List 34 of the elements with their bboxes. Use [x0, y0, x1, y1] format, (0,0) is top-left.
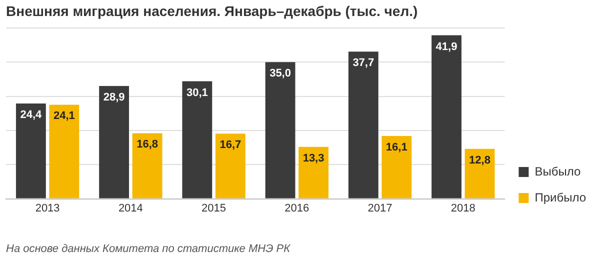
- legend-label: Прибыло: [534, 190, 586, 204]
- x-tick-label: 2016: [284, 202, 310, 214]
- bar: [265, 62, 296, 198]
- data-label: 16,7: [220, 139, 242, 152]
- bar: [215, 134, 246, 198]
- x-tick-label: 2017: [368, 202, 392, 214]
- data-label: 41,9: [436, 40, 458, 53]
- data-label: 12,8: [469, 154, 490, 166]
- data-label: 30,1: [186, 86, 208, 99]
- data-label: 37,7: [352, 57, 374, 70]
- bar: [348, 52, 378, 198]
- bar: [16, 104, 46, 198]
- data-label: 28,9: [103, 92, 125, 104]
- data-label: 24,4: [20, 109, 43, 122]
- data-label: 16,1: [386, 141, 408, 154]
- bar: [132, 133, 162, 198]
- data-label: 16,8: [136, 138, 158, 151]
- data-label: 13,3: [302, 152, 324, 164]
- x-tick-label: 2014: [118, 202, 143, 214]
- data-label: 35,0: [270, 68, 291, 80]
- bar: [99, 86, 130, 198]
- chart-title: Внешняя миграция населения. Январь–декабрь (тыс. чел.): [6, 3, 418, 19]
- bar: [298, 146, 328, 198]
- text: На основе данных Комитета по статистике МНЭ РК: [6, 243, 290, 255]
- bar: [182, 81, 212, 198]
- bar: [382, 136, 412, 198]
- x-tick-label: 2013: [35, 202, 60, 214]
- x-tick-label: 2018: [450, 202, 476, 214]
- bar: [49, 104, 80, 198]
- legend-label: Выбыло: [534, 164, 581, 178]
- bar: [464, 148, 495, 198]
- data-label: 24,1: [53, 110, 75, 122]
- x-tick-label: 2015: [202, 202, 226, 214]
- bar: [432, 35, 462, 198]
